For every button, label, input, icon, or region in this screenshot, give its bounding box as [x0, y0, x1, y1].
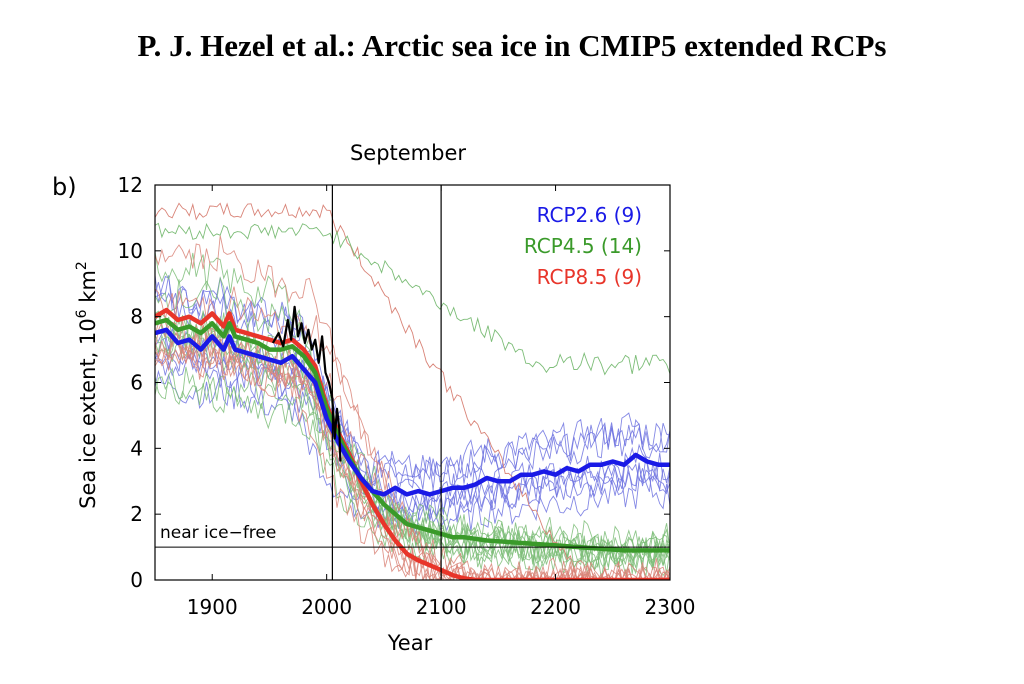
- observed-line: [271, 305, 342, 462]
- y-axis-label: Sea ice extent, 106 km2: [74, 261, 100, 509]
- ensemble-member-line: [155, 202, 670, 580]
- legend-item-rcp26: RCP2.6 (9): [537, 203, 642, 227]
- y-tick-label: 0: [130, 568, 143, 592]
- legend-item-rcp85: RCP8.5 (9): [537, 265, 642, 289]
- ensemble-member-line: [155, 321, 670, 580]
- ensemble-member-line: [155, 369, 670, 535]
- x-tick-label: 2100: [416, 595, 467, 619]
- ensemble-member-line: [155, 344, 670, 580]
- series-lines: [155, 305, 670, 580]
- x-tick-label: 1900: [187, 595, 238, 619]
- y-tick-label: 10: [118, 239, 143, 263]
- axes: 1900 2000 2100 2200 2300 0 2 4 6 8 10 12: [118, 173, 696, 619]
- y-tick-label: 6: [130, 371, 143, 395]
- rcp26-mean-line: [155, 327, 670, 497]
- ensemble-member-line: [155, 331, 670, 571]
- x-tick-label: 2300: [645, 595, 696, 619]
- y-tick-label: 12: [118, 173, 143, 197]
- x-tick-label: 2200: [530, 595, 581, 619]
- page-title: P. J. Hezel et al.: Arctic sea ice in CM…: [137, 28, 887, 63]
- chart-title: September: [350, 141, 466, 165]
- y-tick-label: 8: [130, 305, 143, 329]
- y-tick-label: 4: [130, 436, 143, 460]
- ensemble-member-line: [155, 235, 670, 580]
- ensemble-member-line: [155, 275, 670, 482]
- ensemble-member-line: [155, 281, 670, 492]
- x-axis-label: Year: [387, 631, 433, 655]
- threshold-label: near ice−free: [160, 523, 276, 543]
- ensemble-member-line: [155, 274, 670, 485]
- x-tick-label: 2000: [301, 595, 352, 619]
- ensemble-member-line: [155, 335, 670, 580]
- y-tick-label: 2: [130, 502, 143, 526]
- legend-item-rcp45: RCP4.5 (14): [524, 234, 642, 258]
- ensemble-member-line: [155, 222, 670, 376]
- ensemble-member-line: [155, 251, 670, 556]
- panel-label: b): [52, 173, 77, 201]
